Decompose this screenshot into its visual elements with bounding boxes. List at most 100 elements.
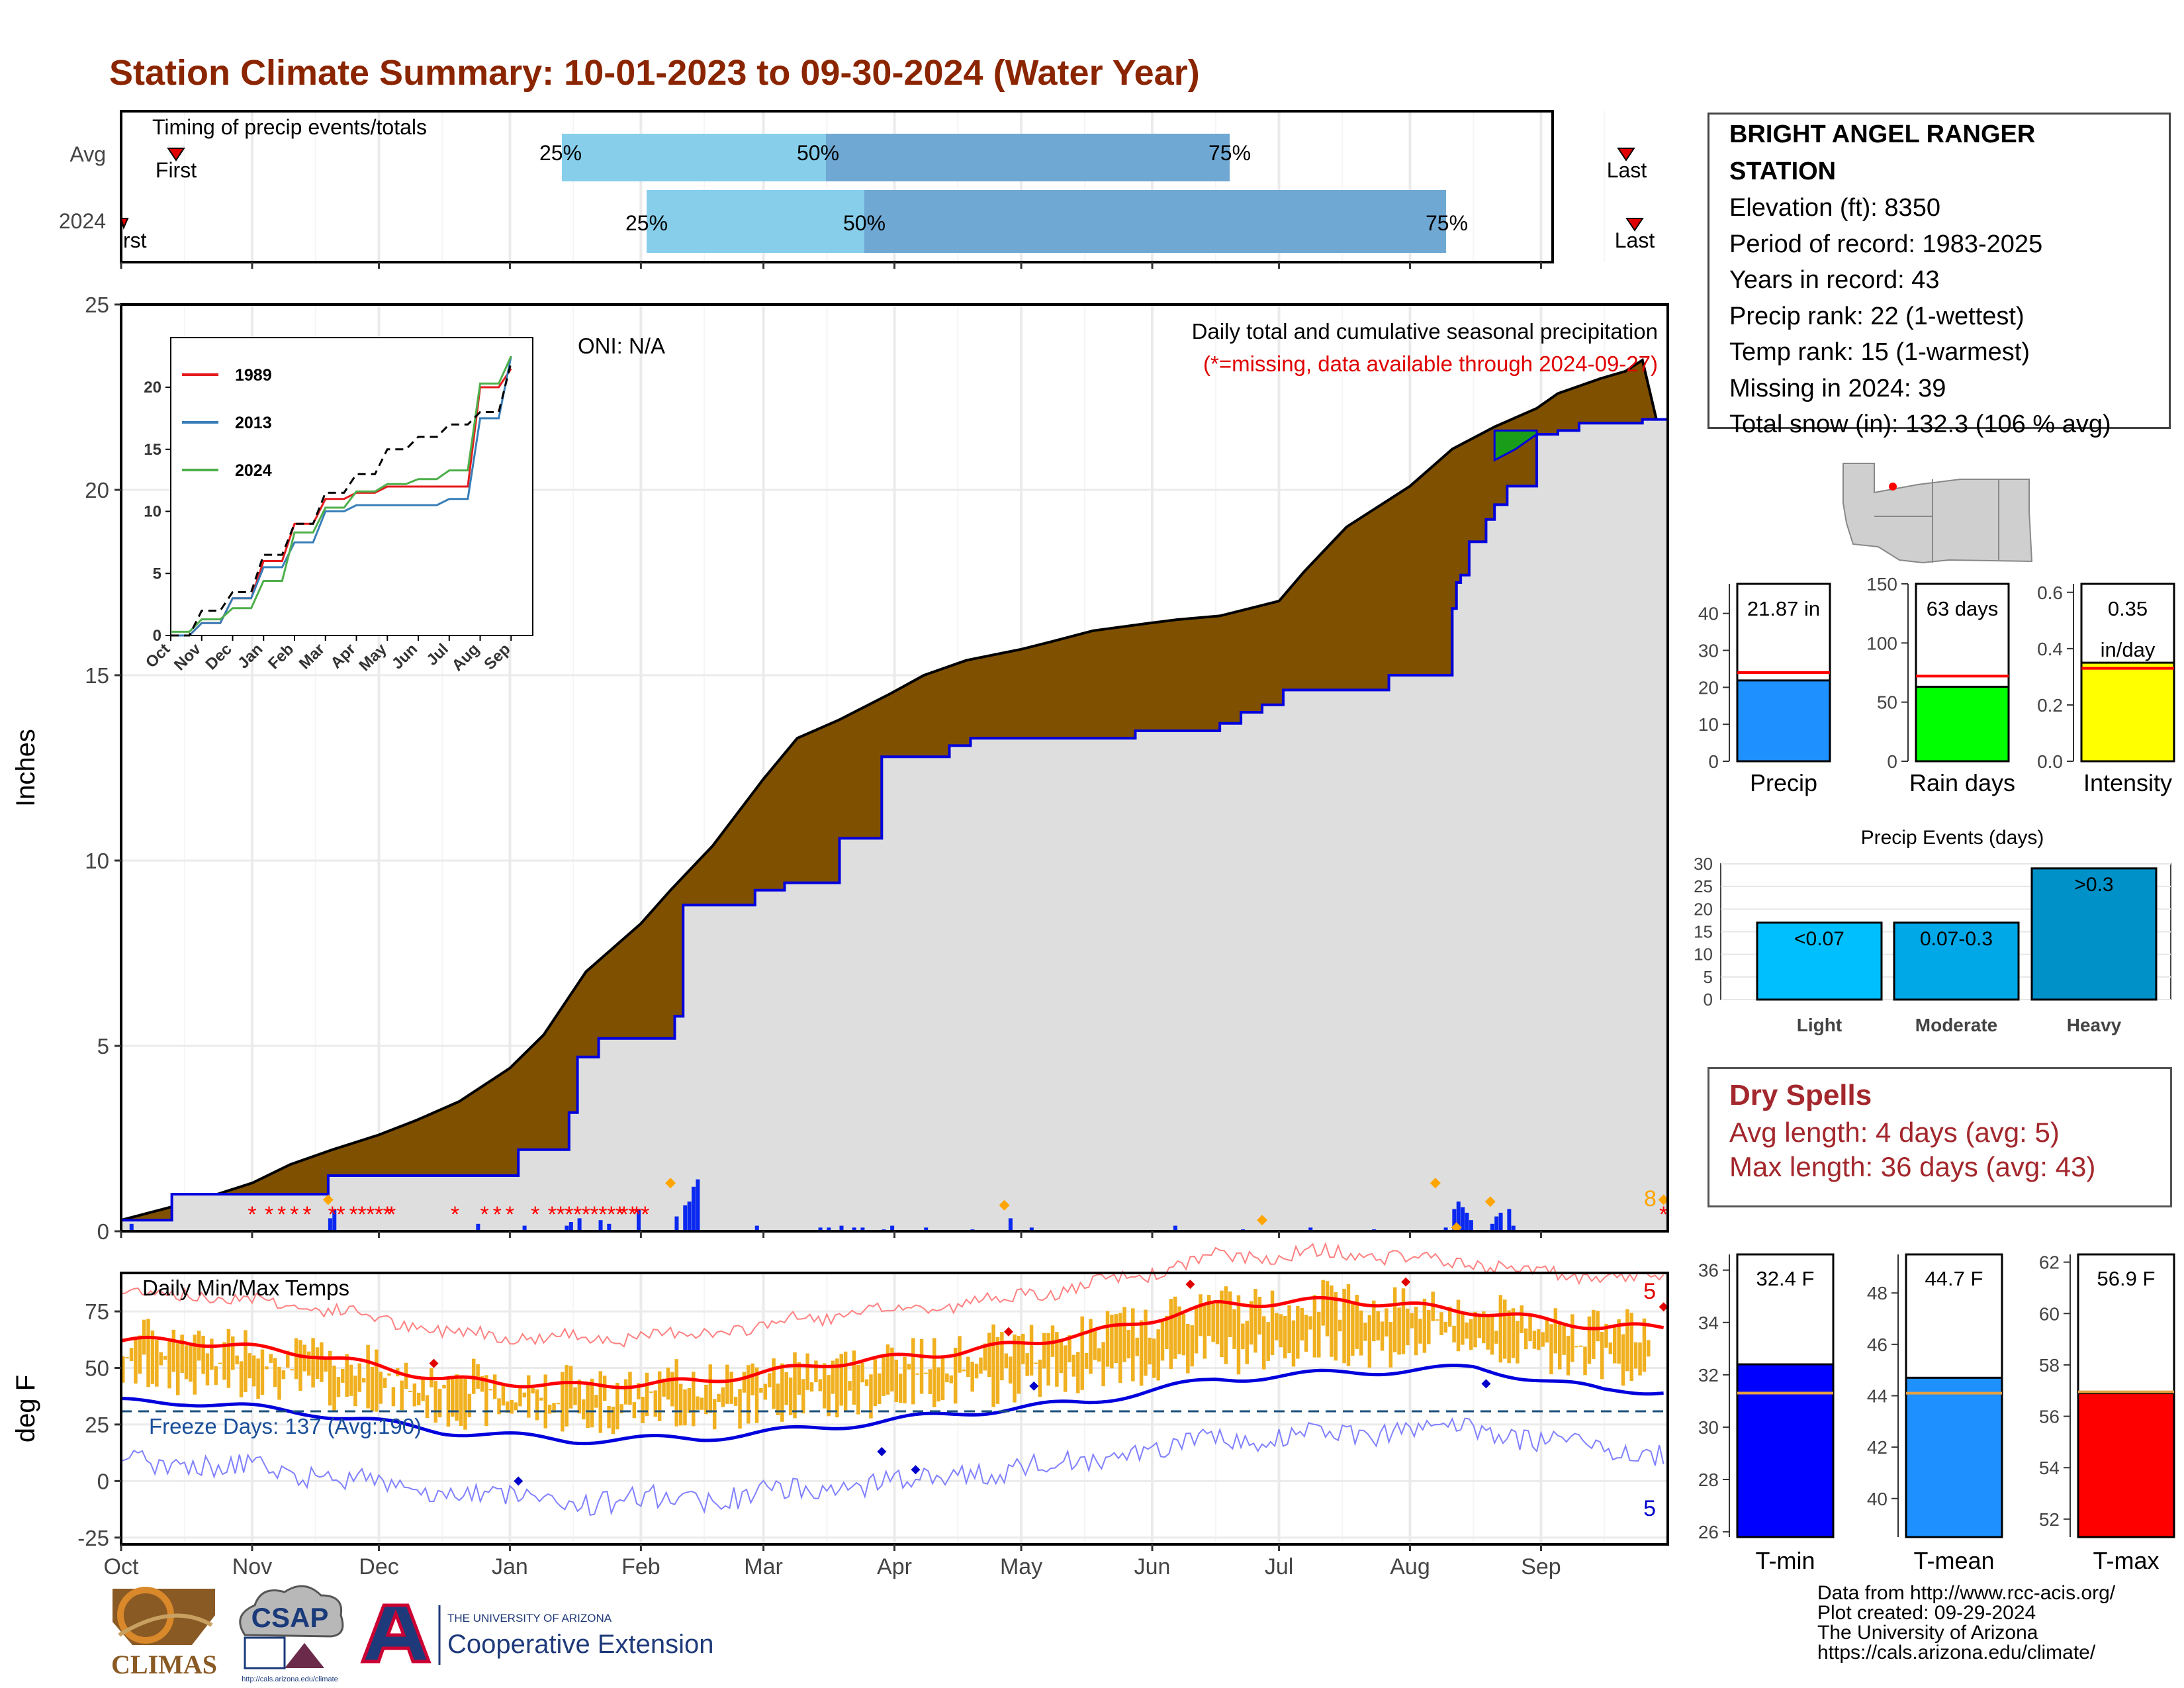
temp-range-bar bbox=[687, 1388, 692, 1413]
temp-range-bar bbox=[1422, 1298, 1427, 1353]
credit-line: Data from http://www.rcc-acis.org/ bbox=[1817, 1582, 2116, 1604]
temp-range-bar bbox=[1245, 1321, 1249, 1364]
temp-range-bar bbox=[1452, 1325, 1456, 1342]
temp-range-bar bbox=[1199, 1294, 1203, 1336]
month-label: Nov bbox=[232, 1554, 272, 1579]
precip-bar bbox=[1452, 1209, 1457, 1231]
temp-summary-tick-label: 62 bbox=[2039, 1252, 2060, 1273]
temp-range-bar bbox=[805, 1353, 809, 1390]
events-bar-text: 0.07-0.3 bbox=[1920, 928, 1993, 950]
temp-range-bar bbox=[653, 1390, 658, 1417]
inset-x-label: Jan bbox=[234, 640, 266, 672]
first-avg-marker-icon bbox=[167, 148, 185, 162]
temp-range-bar bbox=[767, 1373, 772, 1387]
temp-range-bar bbox=[1160, 1319, 1165, 1361]
temp-range-bar bbox=[835, 1358, 839, 1418]
timing-bar-2024-low bbox=[647, 190, 864, 253]
temp-range-bar bbox=[1469, 1319, 1473, 1350]
temp-summary-tick-label: 48 bbox=[1867, 1283, 1888, 1303]
temp-range-bar bbox=[1253, 1289, 1257, 1353]
temp-summary-tick-label: 56 bbox=[2039, 1407, 2060, 1427]
temp-range-bar bbox=[1578, 1345, 1583, 1347]
missing-star: * bbox=[336, 1202, 345, 1227]
summary-bar-fill bbox=[2080, 661, 2175, 763]
inset-x-label: Jul bbox=[423, 640, 452, 669]
temp-range-bar bbox=[763, 1383, 768, 1400]
precip-bar bbox=[637, 1209, 641, 1231]
temp-range-bar bbox=[1608, 1342, 1613, 1354]
temp-range-bar bbox=[1541, 1332, 1545, 1347]
temp-range-bar bbox=[1076, 1352, 1080, 1393]
summary-bars: 0 10 20 30 40 21.87 in Precip 0 50 100 150 63 days R… bbox=[1698, 574, 2175, 796]
summary-tick-label: 0 bbox=[1887, 751, 1897, 772]
temp-range-bar bbox=[518, 1388, 522, 1407]
temp-range-bar bbox=[239, 1361, 244, 1397]
record-high-marker-icon bbox=[1659, 1302, 1668, 1312]
temp-range-bar bbox=[1334, 1292, 1338, 1361]
map-region bbox=[1843, 463, 2033, 564]
month-label: May bbox=[1000, 1554, 1042, 1579]
temp-range-bar bbox=[467, 1393, 472, 1418]
ua-logo: THE UNIVERSITY OF ARIZONA Cooperative Ex… bbox=[360, 1603, 713, 1665]
temp-range-bar bbox=[742, 1372, 747, 1393]
daily-temp-range-bars bbox=[121, 1280, 1651, 1434]
temp-range-bar bbox=[1537, 1329, 1541, 1350]
temp-range-bar bbox=[970, 1362, 974, 1392]
events-tick-label: 10 bbox=[1694, 945, 1713, 964]
precip-bar bbox=[129, 1223, 134, 1231]
temp-range-bar bbox=[1410, 1313, 1414, 1329]
above-avg-patch bbox=[1493, 429, 1538, 462]
month-label: Mar bbox=[744, 1554, 783, 1579]
credit-line: https://cals.arizona.edu/climate/ bbox=[1817, 1642, 2096, 1664]
events-tick-label: 25 bbox=[1694, 876, 1713, 896]
credit-line: The University of Arizona bbox=[1817, 1622, 2038, 1644]
temp-summary-tick-label: 46 bbox=[1867, 1335, 1888, 1355]
events-bar bbox=[1893, 921, 2020, 1001]
csap-text: CSAP bbox=[251, 1602, 329, 1633]
temp-range-bar bbox=[657, 1371, 662, 1421]
temp-range-bar bbox=[966, 1356, 970, 1378]
record-low-count: 5 bbox=[1643, 1496, 1656, 1521]
precip-bar bbox=[577, 1218, 582, 1231]
temp-ylabel: deg F bbox=[11, 1375, 40, 1442]
summary-tick-label: 0.4 bbox=[2037, 639, 2063, 659]
snow-diamond-icon bbox=[1658, 1194, 1669, 1205]
temp-range-bar bbox=[269, 1354, 273, 1363]
temp-summary-tick-label: 28 bbox=[1698, 1470, 1719, 1490]
inset-x-label: Jun bbox=[388, 640, 421, 673]
temp-range-bar bbox=[455, 1374, 459, 1421]
temp-range-bar bbox=[379, 1372, 383, 1404]
missing-star: * bbox=[451, 1202, 459, 1227]
inset-x-label: Mar bbox=[296, 640, 328, 673]
snow-day-markers bbox=[322, 1178, 1669, 1233]
record-high-marker-icon bbox=[1003, 1327, 1013, 1336]
temp-range-bar bbox=[256, 1358, 260, 1399]
inset-x-label: May bbox=[355, 640, 390, 675]
temp-range-bar bbox=[1046, 1333, 1050, 1386]
temp-summary-tick-label: 32 bbox=[1698, 1365, 1719, 1385]
temp-range-bar bbox=[911, 1338, 915, 1405]
temp-range-bar bbox=[1038, 1359, 1042, 1397]
temp-range-bar bbox=[273, 1358, 277, 1387]
temp-range-bar bbox=[1304, 1315, 1308, 1352]
temp-range-bar bbox=[281, 1370, 286, 1380]
temp-range-bar bbox=[615, 1382, 619, 1430]
temp-range-bar bbox=[412, 1383, 417, 1407]
temp-range-bar bbox=[1414, 1306, 1418, 1356]
summary-value-label: 63 days bbox=[1927, 597, 1999, 620]
temp-range-bar bbox=[886, 1344, 890, 1395]
temp-range-bar bbox=[210, 1338, 214, 1370]
timing-frame bbox=[120, 110, 1554, 263]
temp-range-bar bbox=[932, 1338, 936, 1407]
temp-range-bar bbox=[248, 1353, 252, 1379]
dry-spells-panel: Dry Spells Avg length: 4 days (avg: 5) M… bbox=[1707, 1067, 2172, 1207]
temp-range-bar bbox=[184, 1345, 189, 1380]
temp-range-bar bbox=[1545, 1319, 1549, 1343]
climas-swoosh-icon bbox=[118, 1613, 213, 1637]
temp-range-bar bbox=[1165, 1315, 1169, 1349]
temp-range-bar bbox=[1097, 1348, 1101, 1362]
temp-range-bar bbox=[1638, 1342, 1642, 1376]
temp-range-bar bbox=[1084, 1353, 1089, 1369]
